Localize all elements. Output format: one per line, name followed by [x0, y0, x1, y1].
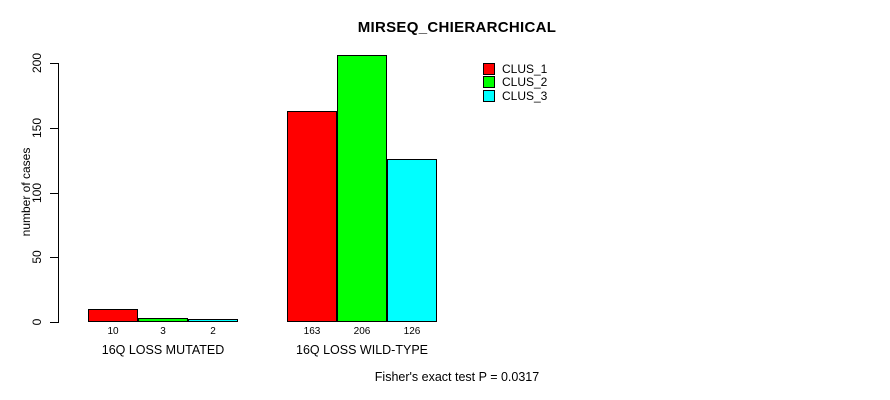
y-tick: [50, 127, 58, 129]
legend-label: CLUS_1: [502, 61, 548, 76]
legend-label: CLUS_3: [502, 88, 548, 103]
legend-swatch: [483, 76, 495, 89]
bar-clus_1-group1: [88, 309, 138, 322]
y-axis-line: [58, 63, 59, 323]
annotation-text: Fisher's exact test P = 0.0317: [374, 370, 540, 384]
y-tick: [50, 63, 58, 64]
bar-value-label: 206: [353, 326, 371, 337]
y-tick: [50, 322, 58, 323]
category-label: 16Q LOSS WILD-TYPE: [296, 343, 428, 357]
y-tick-label: 0: [30, 318, 44, 326]
y-tick-label: 50: [30, 250, 44, 264]
bar-value-label: 163: [303, 326, 321, 337]
bar-clus_3-group1: [188, 319, 238, 322]
legend-swatch: [483, 62, 495, 75]
legend-item-clus_3: CLUS_3: [483, 89, 547, 103]
y-tick: [50, 257, 58, 259]
chart-title: MIRSEQ_CHIERARCHICAL: [357, 19, 557, 36]
y-tick: [50, 192, 58, 194]
y-tick-label: 200: [30, 52, 44, 74]
legend-item-clus_2: CLUS_2: [483, 75, 548, 90]
y-tick-label: 150: [30, 117, 44, 138]
legend-swatch: [483, 89, 495, 102]
legend-label: CLUS_2: [502, 75, 548, 90]
bar-clus_2-group1: [138, 318, 188, 322]
bar-clus_2-group2: [337, 55, 387, 322]
bar-value-label: 10: [107, 326, 119, 337]
legend-item-clus_1: CLUS_1: [483, 62, 547, 76]
bar-clus_1-group2: [287, 110, 337, 322]
bar-value-label: 126: [403, 326, 421, 337]
legend: CLUS_1 CLUS_2 CLUS_3: [483, 62, 547, 103]
y-tick-label: 100: [30, 182, 44, 203]
bar-value-label: 2: [210, 326, 216, 337]
bar-value-label: 3: [160, 326, 166, 337]
bar-clus_3-group2: [387, 158, 437, 322]
category-label: 16Q LOSS MUTATED: [101, 343, 225, 357]
